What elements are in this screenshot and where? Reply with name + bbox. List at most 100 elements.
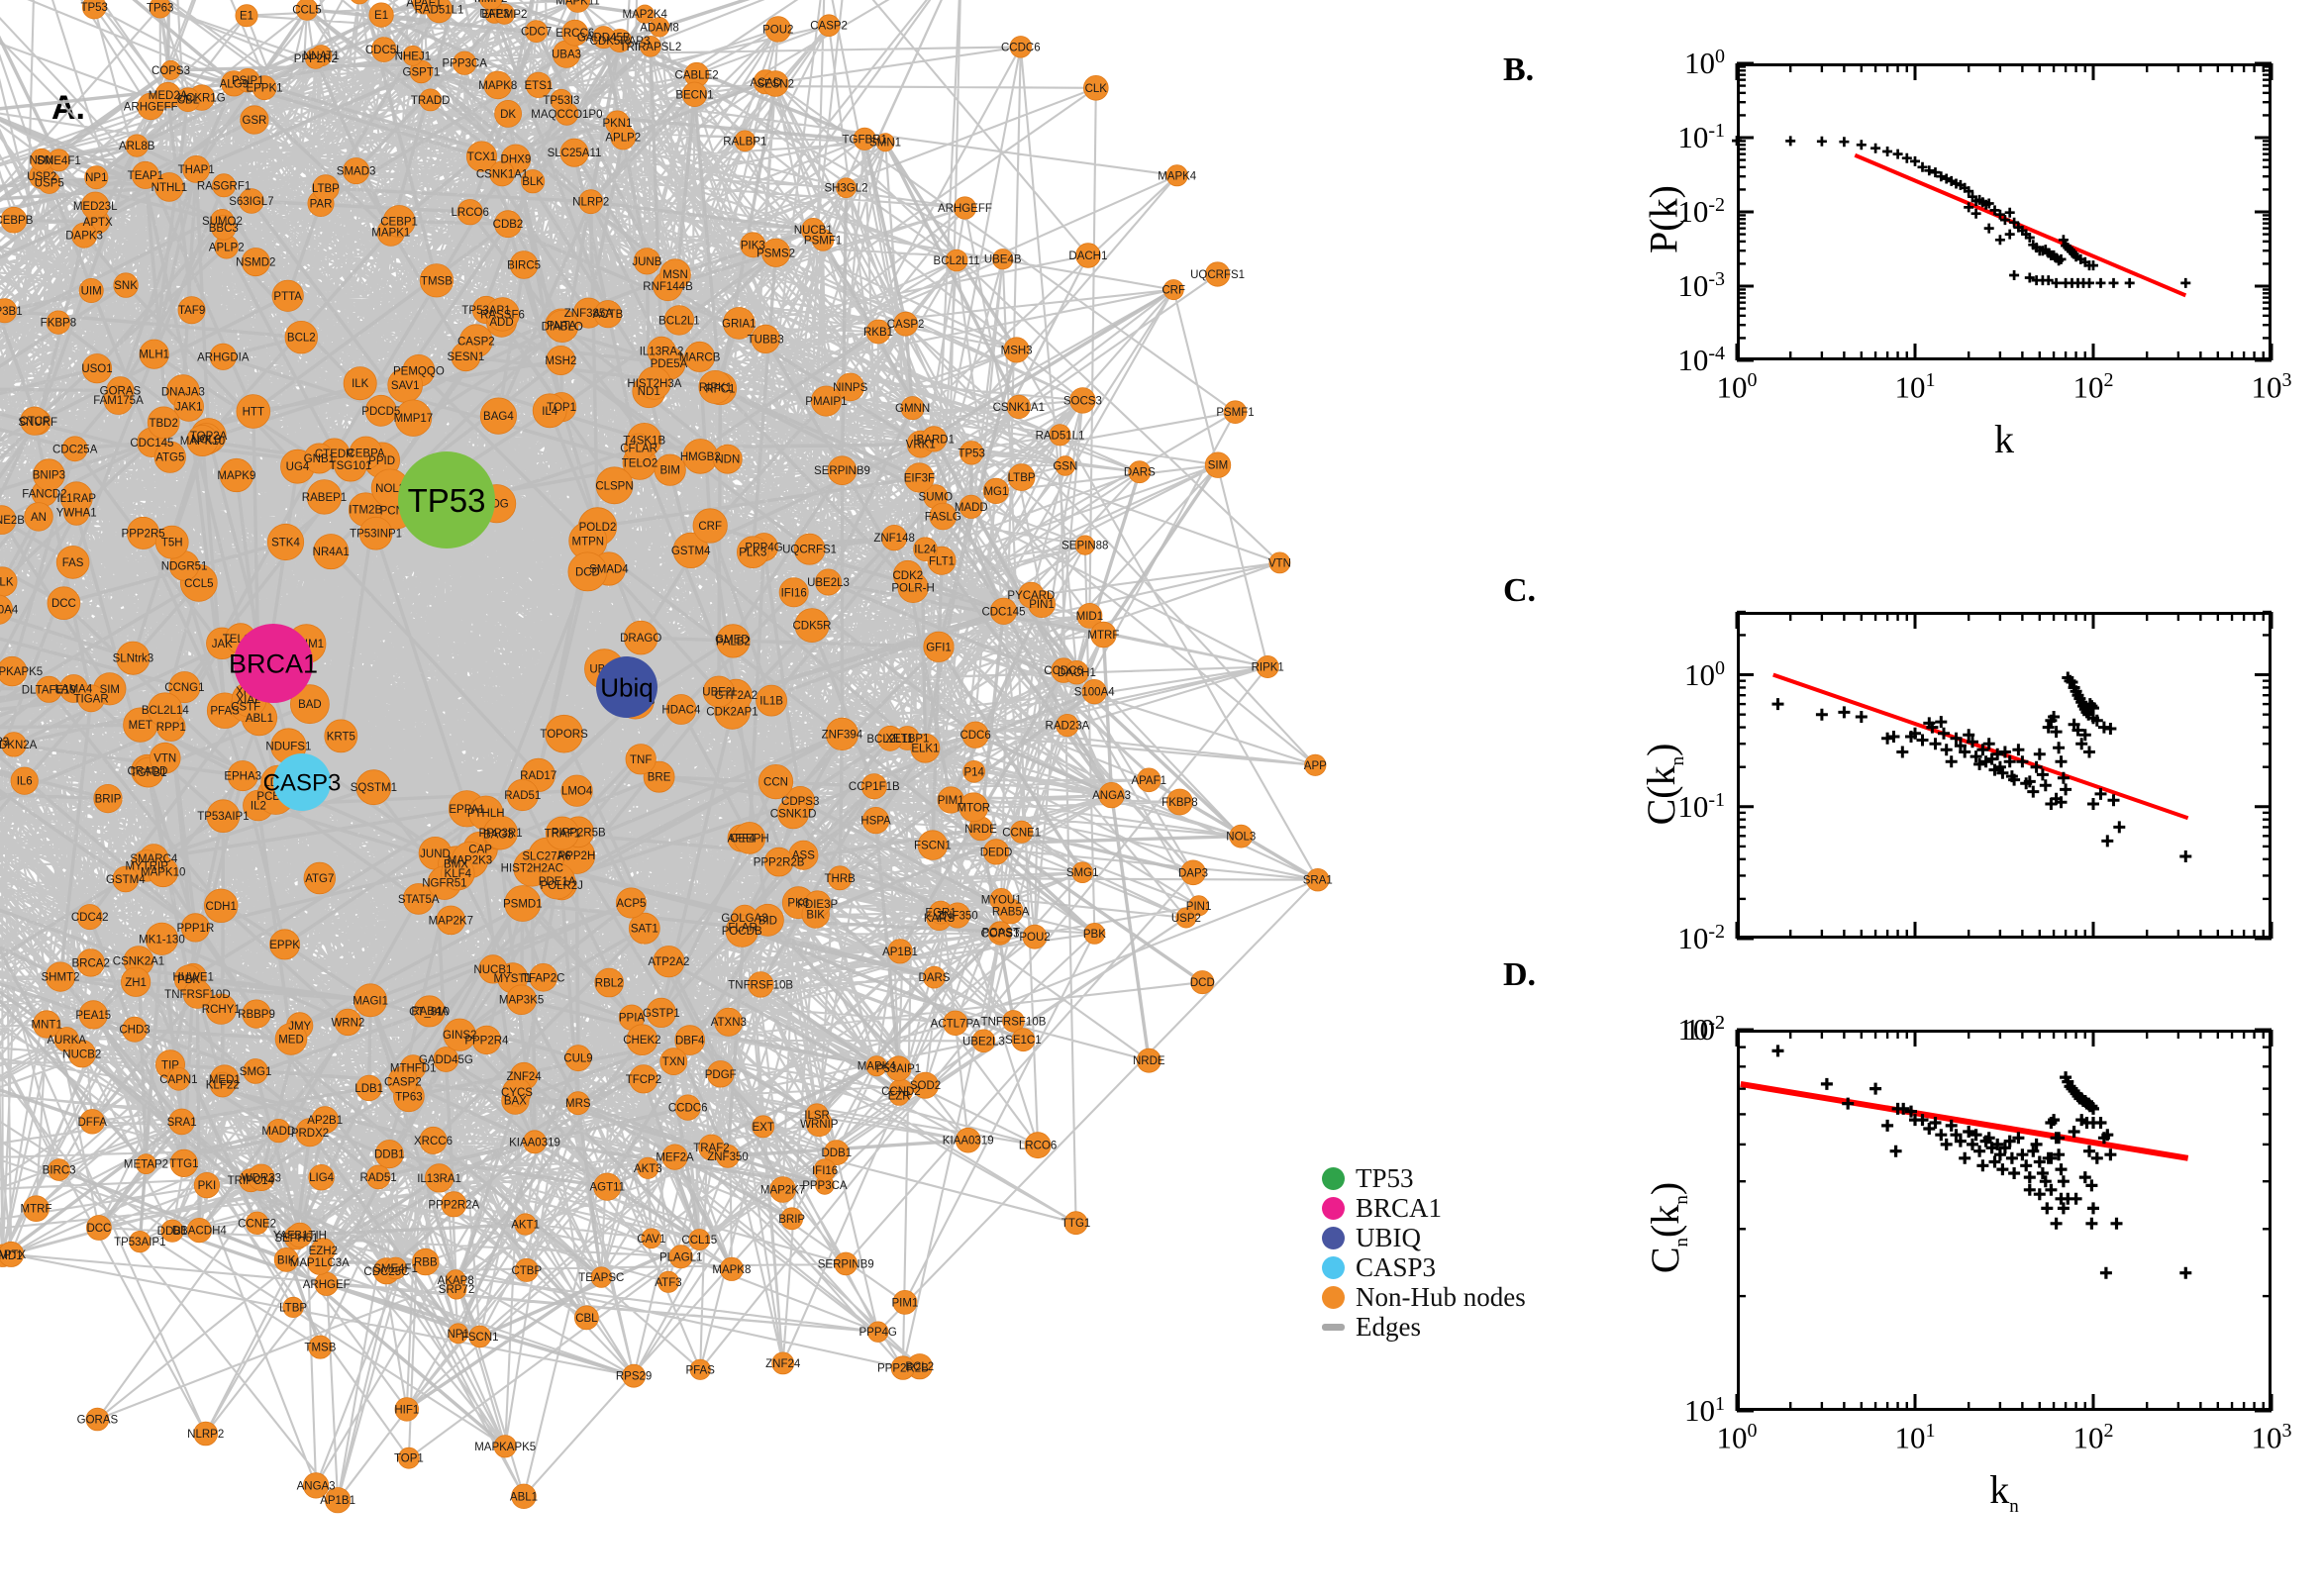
- network-node[interactable]: [989, 921, 1012, 944]
- network-node[interactable]: [1083, 75, 1109, 101]
- network-node[interactable]: [525, 71, 553, 98]
- network-node[interactable]: [148, 692, 183, 728]
- network-node[interactable]: [153, 441, 186, 473]
- network-graph[interactable]: ARL8BTAF9SRA1ALG9MAGI1MCM4ADHX9CDC145CDK…: [0, 0, 1485, 1596]
- network-node[interactable]: [266, 523, 305, 561]
- network-node[interactable]: [419, 1126, 448, 1154]
- network-node[interactable]: [382, 205, 416, 238]
- network-node[interactable]: [209, 343, 237, 370]
- network-node[interactable]: [1049, 424, 1071, 447]
- network-node[interactable]: [307, 1249, 333, 1275]
- network-node[interactable]: [350, 0, 369, 5]
- network-node[interactable]: [722, 307, 756, 340]
- network-node[interactable]: [880, 524, 908, 551]
- network-node[interactable]: [888, 1085, 910, 1106]
- network-node[interactable]: [1204, 451, 1232, 478]
- network-node[interactable]: [692, 508, 728, 544]
- network-node[interactable]: [904, 462, 935, 493]
- network-node[interactable]: [273, 1247, 299, 1272]
- network-node[interactable]: [0, 655, 28, 687]
- network-node[interactable]: [1009, 36, 1033, 58]
- network-node[interactable]: [900, 396, 925, 421]
- network-node[interactable]: [945, 249, 968, 272]
- network-node[interactable]: [593, 300, 623, 329]
- network-node[interactable]: [1165, 164, 1188, 187]
- network-nodes[interactable]: [0, 0, 1330, 1514]
- network-node[interactable]: [885, 1055, 912, 1081]
- network-node[interactable]: [397, 1446, 420, 1469]
- network-node[interactable]: [468, 1325, 492, 1348]
- network-node[interactable]: [684, 341, 716, 372]
- network-node[interactable]: [243, 1058, 268, 1084]
- network-node[interactable]: [494, 210, 522, 239]
- plot-c-canvas[interactable]: [1735, 610, 2273, 941]
- network-hub-nodes[interactable]: TP53 BRCA1 Ubiq CASP3: [229, 451, 657, 811]
- network-node[interactable]: [804, 890, 832, 918]
- network-node[interactable]: [758, 763, 794, 800]
- network-node[interactable]: [564, 1045, 592, 1072]
- network-node[interactable]: [145, 922, 178, 955]
- network-node[interactable]: [20, 406, 50, 436]
- network-node[interactable]: [358, 516, 393, 550]
- network-node[interactable]: [801, 217, 826, 243]
- network-node[interactable]: [236, 67, 260, 93]
- network-node[interactable]: [436, 905, 466, 936]
- network-node[interactable]: [81, 353, 113, 384]
- network-node[interactable]: [546, 345, 576, 375]
- network-node[interactable]: [47, 586, 81, 620]
- network-node[interactable]: [1162, 279, 1184, 301]
- network-node[interactable]: [654, 453, 686, 486]
- network-node[interactable]: [989, 888, 1013, 912]
- network-node[interactable]: [1256, 655, 1279, 679]
- network-node[interactable]: [284, 321, 318, 354]
- network-node[interactable]: [154, 172, 184, 202]
- network-node[interactable]: [659, 258, 691, 291]
- network-node[interactable]: [917, 830, 949, 860]
- network-node[interactable]: [1075, 243, 1101, 268]
- network-node[interactable]: [186, 424, 219, 456]
- network-node[interactable]: [1018, 581, 1045, 609]
- network-node[interactable]: [149, 742, 181, 774]
- network-node[interactable]: [23, 1195, 50, 1222]
- network-node[interactable]: [355, 1074, 382, 1102]
- network-node[interactable]: [30, 148, 53, 172]
- network-node[interactable]: [625, 744, 656, 775]
- network-node[interactable]: [961, 721, 989, 748]
- network-node[interactable]: [714, 1007, 744, 1037]
- network-node[interactable]: [80, 191, 110, 221]
- network-node[interactable]: [529, 962, 557, 992]
- network-node[interactable]: [86, 1215, 112, 1241]
- network-node[interactable]: [1306, 868, 1330, 892]
- network-node[interactable]: [173, 391, 205, 422]
- network-node[interactable]: [1003, 337, 1030, 363]
- network-node[interactable]: [532, 393, 567, 429]
- network-node[interactable]: [483, 815, 518, 850]
- network-node[interactable]: [1304, 753, 1327, 776]
- network-node[interactable]: [578, 189, 604, 215]
- network-node[interactable]: [343, 366, 377, 401]
- network-node[interactable]: [982, 477, 1010, 504]
- network-node[interactable]: [506, 984, 537, 1015]
- network-node[interactable]: [227, 760, 258, 792]
- network-node[interactable]: [615, 887, 647, 919]
- network-node[interactable]: [402, 45, 424, 66]
- network-node[interactable]: [943, 1010, 968, 1037]
- network-node[interactable]: [707, 1060, 735, 1088]
- network-node[interactable]: [76, 948, 105, 977]
- network-node[interactable]: [116, 641, 151, 675]
- network-node[interactable]: [836, 372, 864, 402]
- network-node[interactable]: [46, 310, 71, 335]
- network-node[interactable]: [160, 1219, 184, 1243]
- network-node[interactable]: [387, 1066, 419, 1097]
- network-node[interactable]: [659, 1047, 688, 1075]
- network-node[interactable]: [989, 597, 1018, 625]
- network-node[interactable]: [740, 232, 766, 258]
- network-node[interactable]: [24, 502, 53, 532]
- network-node[interactable]: [982, 839, 1010, 865]
- network-node[interactable]: [502, 1077, 532, 1107]
- network-node[interactable]: [545, 714, 583, 753]
- network-node[interactable]: [206, 799, 241, 833]
- network-node[interactable]: [0, 206, 28, 234]
- network-node[interactable]: [182, 154, 211, 183]
- network-node[interactable]: [756, 684, 787, 717]
